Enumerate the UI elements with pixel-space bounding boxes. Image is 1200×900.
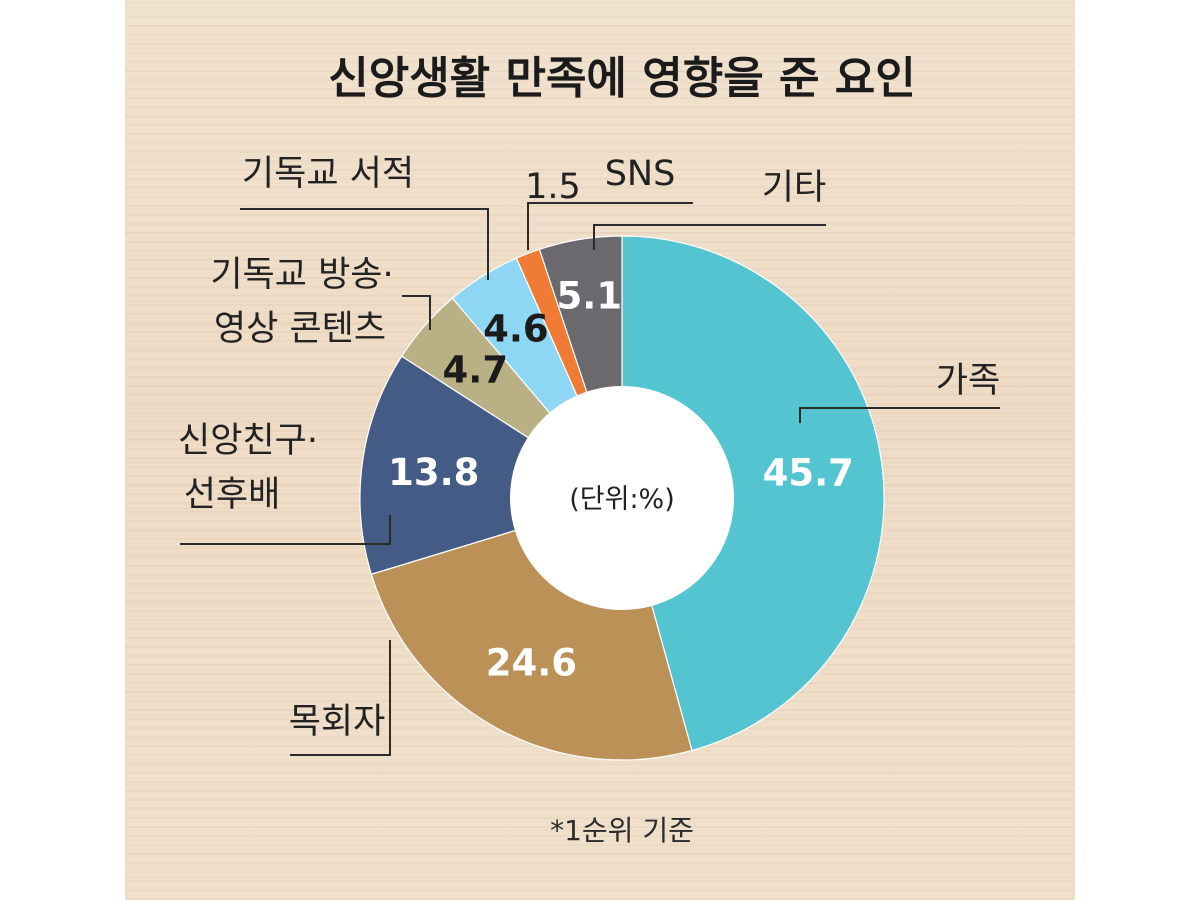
chart-title: 신앙생활 만족에 영향을 준 요인 <box>328 53 916 104</box>
slice-5-value: 4.6 <box>483 308 549 351</box>
slice-4-leader-line <box>402 295 431 330</box>
slice-7-label: 기타 <box>762 168 826 208</box>
unit-label: (단위:%) <box>569 484 675 515</box>
leader-lines <box>180 202 1000 756</box>
slice-7-value: 5.1 <box>557 275 623 318</box>
value-labels: 45.7 24.6 13.8 4.74.6 1.5 5.1 <box>388 167 854 685</box>
slice-2-value: 24.6 <box>486 642 577 685</box>
slice-2-label: 목회자 <box>289 702 386 742</box>
slice-6-leader-line <box>527 202 693 250</box>
slice-1 <box>621 235 885 752</box>
footnote: *1순위 기준 <box>550 814 694 847</box>
slice-3-label-line-2: 선후배 <box>184 475 281 515</box>
slice-2-leader-line <box>290 640 391 756</box>
donut-hole <box>510 386 734 610</box>
slice-3-label-line-1: 신앙친구· <box>178 421 318 461</box>
slice-5-leader-line <box>240 208 489 280</box>
slice-7-leader-line <box>593 224 826 250</box>
slice-3 <box>359 355 624 575</box>
slice-4-label-line-2: 영상 콘텐츠 <box>214 309 386 349</box>
slice-4-value: 4.7 <box>443 349 509 392</box>
slice-1-leader-line <box>799 407 1000 423</box>
slice-6-label: SNS <box>605 154 676 194</box>
slice-6-value: 1.5 <box>525 167 581 207</box>
slice-1-label: 가족 <box>936 361 1000 401</box>
slice-5-label: 기독교 서적 <box>242 154 414 194</box>
slice-3-value: 13.8 <box>388 451 479 494</box>
slice-4-label-line-1: 기독교 방송· <box>210 255 393 295</box>
slice-3-leader-line <box>180 515 391 545</box>
slice-1-value: 45.7 <box>763 452 854 495</box>
